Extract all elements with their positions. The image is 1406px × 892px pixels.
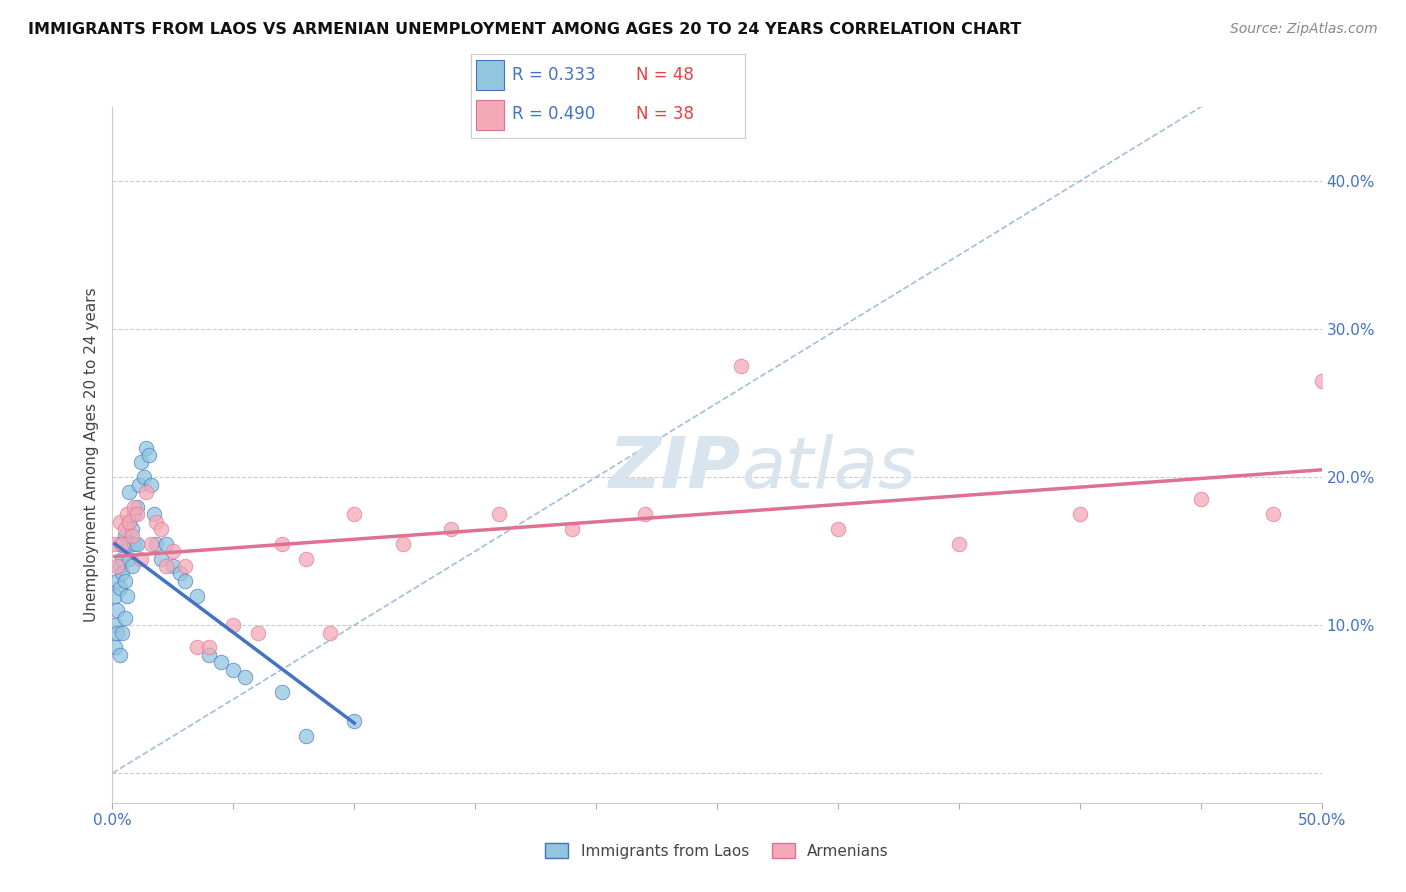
Point	[131, 551, 153, 566]
Point	[343, 507, 366, 521]
Point	[121, 558, 143, 573]
Point	[162, 544, 184, 558]
Point	[104, 537, 127, 551]
Y-axis label: Unemployment Among Ages 20 to 24 years: Unemployment Among Ages 20 to 24 years	[83, 287, 98, 623]
Point	[118, 515, 141, 529]
Point	[209, 655, 232, 669]
Point	[174, 574, 197, 588]
Point	[121, 522, 143, 536]
Point	[149, 551, 172, 566]
Point	[343, 714, 366, 729]
Point	[169, 566, 191, 581]
Point	[155, 558, 177, 573]
Text: ZIP: ZIP	[609, 434, 741, 503]
Point	[1069, 507, 1091, 521]
Point	[118, 484, 141, 499]
Point	[135, 441, 157, 455]
Text: N = 38: N = 38	[636, 105, 693, 123]
Point	[111, 566, 134, 581]
Point	[186, 640, 208, 655]
Point	[488, 507, 510, 521]
Point	[198, 648, 221, 662]
Point	[114, 574, 136, 588]
Point	[114, 522, 136, 536]
Point	[141, 477, 163, 491]
Point	[142, 507, 165, 521]
Point	[145, 515, 167, 529]
Point	[105, 603, 128, 617]
Point	[104, 618, 127, 632]
Point	[108, 515, 131, 529]
Point	[149, 522, 172, 536]
Point	[111, 551, 134, 566]
Point	[125, 537, 148, 551]
Point	[633, 507, 655, 521]
Text: R = 0.490: R = 0.490	[512, 105, 595, 123]
Point	[118, 515, 141, 529]
Point	[125, 507, 148, 521]
Point	[135, 484, 157, 499]
Point	[115, 507, 138, 521]
Point	[222, 663, 245, 677]
Point	[108, 537, 131, 551]
Point	[111, 625, 134, 640]
Point	[114, 529, 136, 543]
Text: N = 48: N = 48	[636, 66, 693, 84]
Text: atlas: atlas	[741, 434, 915, 503]
Text: Source: ZipAtlas.com: Source: ZipAtlas.com	[1230, 22, 1378, 37]
Bar	[477, 100, 503, 130]
Point	[111, 537, 134, 551]
Point	[561, 522, 583, 536]
Point	[115, 537, 138, 551]
Point	[174, 558, 197, 573]
Point	[155, 537, 177, 551]
Point	[162, 558, 184, 573]
Point	[104, 589, 127, 603]
Point	[132, 470, 155, 484]
Point	[121, 529, 143, 543]
Point	[125, 500, 148, 514]
Point	[440, 522, 463, 536]
Point	[122, 507, 145, 521]
Point	[1189, 492, 1212, 507]
Point	[948, 537, 970, 551]
Text: IMMIGRANTS FROM LAOS VS ARMENIAN UNEMPLOYMENT AMONG AGES 20 TO 24 YEARS CORRELAT: IMMIGRANTS FROM LAOS VS ARMENIAN UNEMPLO…	[28, 22, 1021, 37]
Point	[105, 574, 128, 588]
Point	[827, 522, 849, 536]
Point	[138, 448, 160, 462]
Point	[105, 625, 128, 640]
Point	[1263, 507, 1285, 521]
Bar	[477, 61, 503, 90]
Point	[295, 729, 318, 743]
Point	[114, 611, 136, 625]
Point	[108, 581, 131, 595]
Point	[108, 558, 131, 573]
Point	[105, 558, 128, 573]
Point	[270, 685, 292, 699]
Point	[198, 640, 221, 655]
Point	[104, 640, 127, 655]
Point	[145, 537, 167, 551]
Text: R = 0.333: R = 0.333	[512, 66, 596, 84]
Point	[246, 625, 269, 640]
Point	[186, 589, 208, 603]
Point	[222, 618, 245, 632]
Point	[115, 589, 138, 603]
Point	[128, 477, 150, 491]
Point	[122, 537, 145, 551]
Point	[730, 359, 752, 373]
Point	[118, 551, 141, 566]
Point	[270, 537, 292, 551]
Point	[319, 625, 342, 640]
Point	[141, 537, 163, 551]
Point	[235, 670, 257, 684]
Point	[131, 455, 153, 469]
Point	[108, 648, 131, 662]
Point	[1310, 374, 1333, 388]
Point	[295, 551, 318, 566]
Point	[122, 500, 145, 514]
Point	[391, 537, 413, 551]
Legend: Immigrants from Laos, Armenians: Immigrants from Laos, Armenians	[540, 837, 894, 864]
